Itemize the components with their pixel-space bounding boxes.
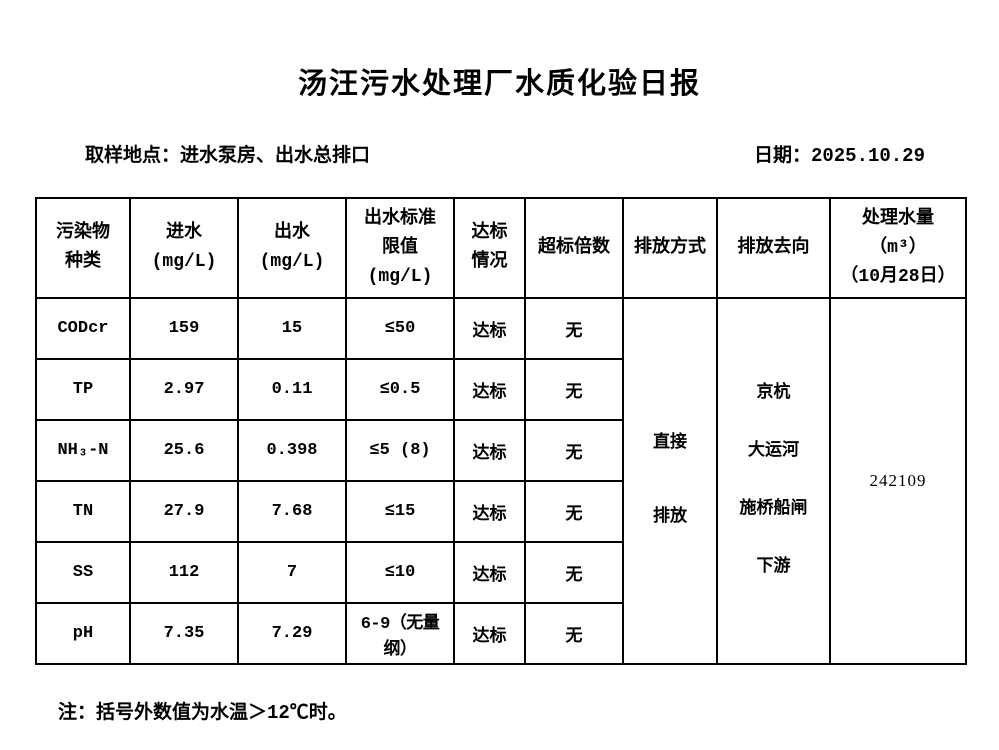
header-line: 情况 [471, 252, 508, 272]
cell-influent: 2.97 [129, 358, 239, 421]
table-row-tn: TN 27.9 7.68 ≤15 达标 无 [35, 480, 966, 543]
cell-pollutant: CODcr [35, 297, 131, 360]
cell-influent: 27.9 [129, 480, 239, 543]
cell-compliance: 达标 [453, 541, 526, 604]
cell-discharge-method: 直接 排放 [622, 297, 718, 665]
merged-line: 施桥船闸 [739, 500, 808, 519]
header-line: 出水标准 [364, 208, 436, 229]
col-header-exceed-multiple: 超标倍数 [524, 197, 624, 299]
cell-influent: 112 [129, 541, 239, 604]
merged-line: 京杭 [756, 384, 791, 403]
merged-line: 大运河 [748, 442, 799, 461]
cell-compliance: 达标 [453, 297, 526, 360]
table-row-ss: SS 112 7 ≤10 达标 无 [35, 541, 966, 604]
cell-limit: 6-9（无量纲） [345, 602, 455, 665]
cell-exceed: 无 [524, 602, 624, 665]
page-title: 汤汪污水处理厂水质化验日报 [297, 68, 701, 100]
header-line: （m³） [869, 237, 927, 258]
cell-exceed: 无 [524, 419, 624, 482]
table-row-codcr: CODcr 159 15 ≤50 达标 无 直接 排放 京杭 大运河 施桥船闸 … [35, 297, 967, 665]
cell-limit: ≤50 [345, 297, 455, 360]
header-line: (mg/L) [259, 252, 325, 272]
col-header-treated-volume: 处理水量 （m³） （10月28日） [829, 197, 967, 299]
col-header-effluent-limit: 出水标准 限值 (mg/L) [345, 197, 455, 299]
col-header-effluent: 出水 (mg/L) [237, 197, 347, 299]
cell-effluent: 15 [237, 297, 347, 360]
cell-compliance: 达标 [453, 419, 526, 482]
header-line: (mg/L) [151, 252, 217, 272]
header-line: 限值 [382, 237, 418, 258]
header-row: 污染物 种类 进水 (mg/L) 出水 (mg/L) 出水标准 限值 (mg/L… [35, 197, 967, 299]
cell-compliance: 达标 [453, 602, 526, 665]
table-row-nh3n: NH₃-N 25.6 0.398 ≤5 (8) 达标 无 [35, 419, 966, 482]
meta-row: 取样地点：进水泵房、出水总排口 日期：2025.10.29 [0, 140, 999, 167]
cell-compliance: 达标 [453, 480, 526, 543]
header-line: (mg/L) [367, 266, 433, 287]
cell-influent: 7.35 [129, 602, 239, 665]
cell-discharge-destination: 京杭 大运河 施桥船闸 下游 [716, 297, 831, 665]
cell-influent: 25.6 [129, 419, 239, 482]
cell-limit: ≤10 [345, 541, 455, 604]
cell-pollutant: SS [35, 541, 131, 604]
cell-pollutant: TP [35, 358, 131, 421]
cell-pollutant: NH₃-N [35, 419, 131, 482]
header-line: 污染物 [56, 223, 110, 243]
col-header-compliance: 达标 情况 [453, 197, 526, 299]
merged-line: 下游 [756, 558, 791, 577]
col-header-pollutant-type: 污染物 种类 [35, 197, 131, 299]
merged-line: 直接 [653, 434, 687, 453]
col-header-discharge-destination: 排放去向 [716, 197, 831, 299]
header-line: 进水 [166, 223, 202, 243]
water-quality-table: 污染物 种类 进水 (mg/L) 出水 (mg/L) 出水标准 限值 (mg/L… [35, 197, 967, 665]
table-row-tp: TP 2.97 0.11 ≤0.5 达标 无 [35, 358, 966, 421]
cell-compliance: 达标 [453, 358, 526, 421]
col-header-influent: 进水 (mg/L) [129, 197, 239, 299]
cell-exceed: 无 [524, 480, 624, 543]
table-row-ph: pH 7.35 7.29 6-9（无量纲） 达标 无 [35, 602, 966, 665]
cell-limit: ≤15 [345, 480, 455, 543]
cell-effluent: 7.68 [237, 480, 347, 543]
merged-line: 排放 [653, 508, 687, 527]
footnote: 注：括号外数值为水温＞12℃时。 [58, 702, 347, 724]
cell-influent: 159 [129, 297, 239, 360]
header-line: （10月28日） [840, 266, 956, 287]
cell-effluent: 0.11 [237, 358, 347, 421]
cell-treated-volume: 242109 [829, 297, 967, 665]
cell-effluent: 0.398 [237, 419, 347, 482]
cell-exceed: 无 [524, 541, 624, 604]
col-header-discharge-method: 排放方式 [622, 197, 718, 299]
sampling-location-label: 取样地点：进水泵房、出水总排口 [85, 145, 371, 167]
cell-pollutant: pH [35, 602, 131, 665]
cell-effluent: 7.29 [237, 602, 347, 665]
report-date-label: 日期：2025.10.29 [753, 145, 925, 167]
cell-exceed: 无 [524, 297, 624, 360]
header-line: 达标 [471, 223, 508, 243]
cell-effluent: 7 [237, 541, 347, 604]
header-line: 种类 [65, 252, 101, 272]
header-line: 出水 [274, 223, 310, 243]
cell-exceed: 无 [524, 358, 624, 421]
header-line: 处理水量 [862, 208, 934, 229]
cell-limit: ≤5 (8) [345, 419, 455, 482]
cell-pollutant: TN [35, 480, 131, 543]
cell-limit: ≤0.5 [345, 358, 455, 421]
